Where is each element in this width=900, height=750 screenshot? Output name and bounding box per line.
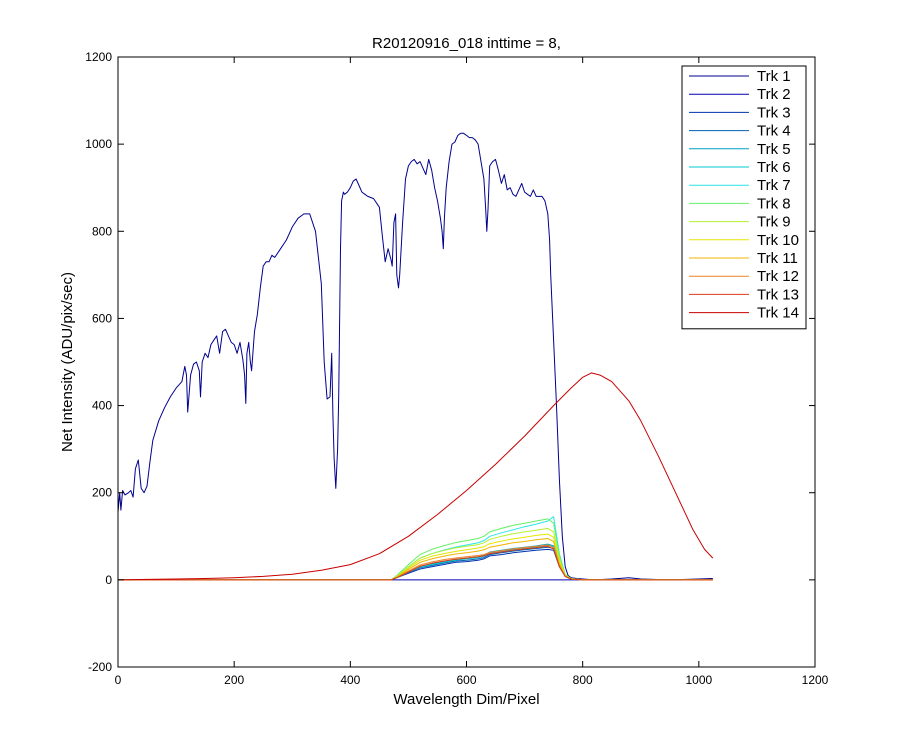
legend-box xyxy=(681,65,807,330)
y-tick-label: 1000 xyxy=(85,137,112,151)
series-line-trk-14 xyxy=(117,372,714,581)
series-line-trk-1 xyxy=(117,132,713,581)
legend-label: Trk 7 xyxy=(757,177,791,194)
x-tick-label: 1200 xyxy=(802,673,829,687)
series-line-trk-13 xyxy=(118,545,713,581)
y-tick-label: 1200 xyxy=(85,50,112,64)
legend-label: Trk 9 xyxy=(757,214,791,231)
legend-label: Trk 10 xyxy=(757,232,799,249)
legend-label: Trk 5 xyxy=(757,141,791,158)
y-tick-label: 200 xyxy=(92,486,112,500)
legend-label: Trk 4 xyxy=(757,123,791,140)
y-axis-label: Net Intensity (ADU/pix/sec) xyxy=(59,272,76,452)
legend-label: Trk 13 xyxy=(757,286,799,303)
y-tick-label: -200 xyxy=(88,660,112,674)
legend-label: Trk 14 xyxy=(757,305,799,322)
legend-label: Trk 1 xyxy=(757,68,791,85)
y-tick-label: 400 xyxy=(92,399,112,413)
chart-title: R20120916_018 inttime = 8, xyxy=(372,35,561,52)
y-tick-label: 0 xyxy=(105,573,112,587)
legend-label: Trk 6 xyxy=(757,159,791,176)
legend-label: Trk 8 xyxy=(757,195,791,212)
x-tick-label: 0 xyxy=(115,673,122,687)
x-axis-label: Wavelength Dim/Pixel xyxy=(393,691,539,708)
x-tick-label: 800 xyxy=(573,673,593,687)
x-tick-label: 1000 xyxy=(685,673,712,687)
y-tick-label: 600 xyxy=(92,311,112,325)
series-line-trk-8 xyxy=(118,518,713,581)
x-tick-label: 200 xyxy=(224,673,244,687)
axis-ticks: 0 200 400 600 800 1000 1200-200020040060080010… xyxy=(85,50,828,687)
legend-label: Trk 11 xyxy=(757,250,798,267)
legend-label: Trk 2 xyxy=(757,86,791,103)
x-tick-label: 400 xyxy=(340,673,360,687)
x-tick-label: 600 xyxy=(456,673,476,687)
series-lines xyxy=(117,132,714,581)
legend-label: Trk 12 xyxy=(757,268,799,285)
y-tick-label: 800 xyxy=(92,224,112,238)
legend-label: Trk 3 xyxy=(757,104,791,121)
